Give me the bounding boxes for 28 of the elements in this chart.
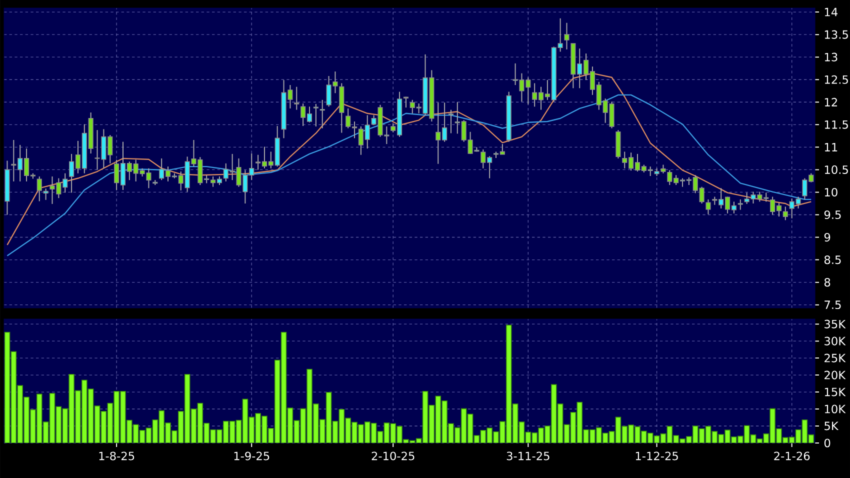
y-tick-label: 25K	[824, 354, 846, 362]
y-tick-label: 10	[824, 188, 838, 197]
y-tick-label: 0	[824, 438, 830, 448]
y-tick-label: 10K	[824, 404, 846, 414]
y-tick-label: 11.5	[824, 120, 848, 129]
y-tick-label: 20K	[824, 370, 846, 380]
y-tick-label: 10.5	[824, 165, 848, 174]
y-tick-label: 8.5	[824, 256, 841, 264]
x-tick-label: 2-1-26	[774, 452, 810, 460]
y-tick-label: 15K	[824, 388, 846, 396]
y-tick-label: 9	[824, 232, 830, 242]
y-tick-label: 8	[824, 278, 830, 287]
y-tick-label: 13.5	[824, 30, 848, 39]
y-tick-label: 30K	[824, 336, 846, 346]
y-tick-label: 5K	[824, 422, 839, 430]
x-tick-label: 2-10-25	[372, 452, 414, 460]
x-tick-label: 1-8-25	[99, 452, 134, 460]
x-tick-label: 1-9-25	[234, 452, 270, 460]
x-tick-label: 1-12-25	[636, 452, 678, 460]
y-tick-label: 9.5	[824, 210, 841, 220]
y-tick-label: 13	[824, 52, 838, 62]
y-tick-label: 11	[824, 143, 838, 152]
y-tick-label: 14	[824, 8, 838, 16]
y-tick-label: 35K	[824, 320, 846, 328]
y-tick-label: 7.5	[824, 300, 841, 310]
y-tick-label: 12.5	[824, 75, 848, 84]
y-tick-label: 12	[824, 98, 837, 106]
x-tick-label: 3-11-25	[506, 452, 550, 460]
